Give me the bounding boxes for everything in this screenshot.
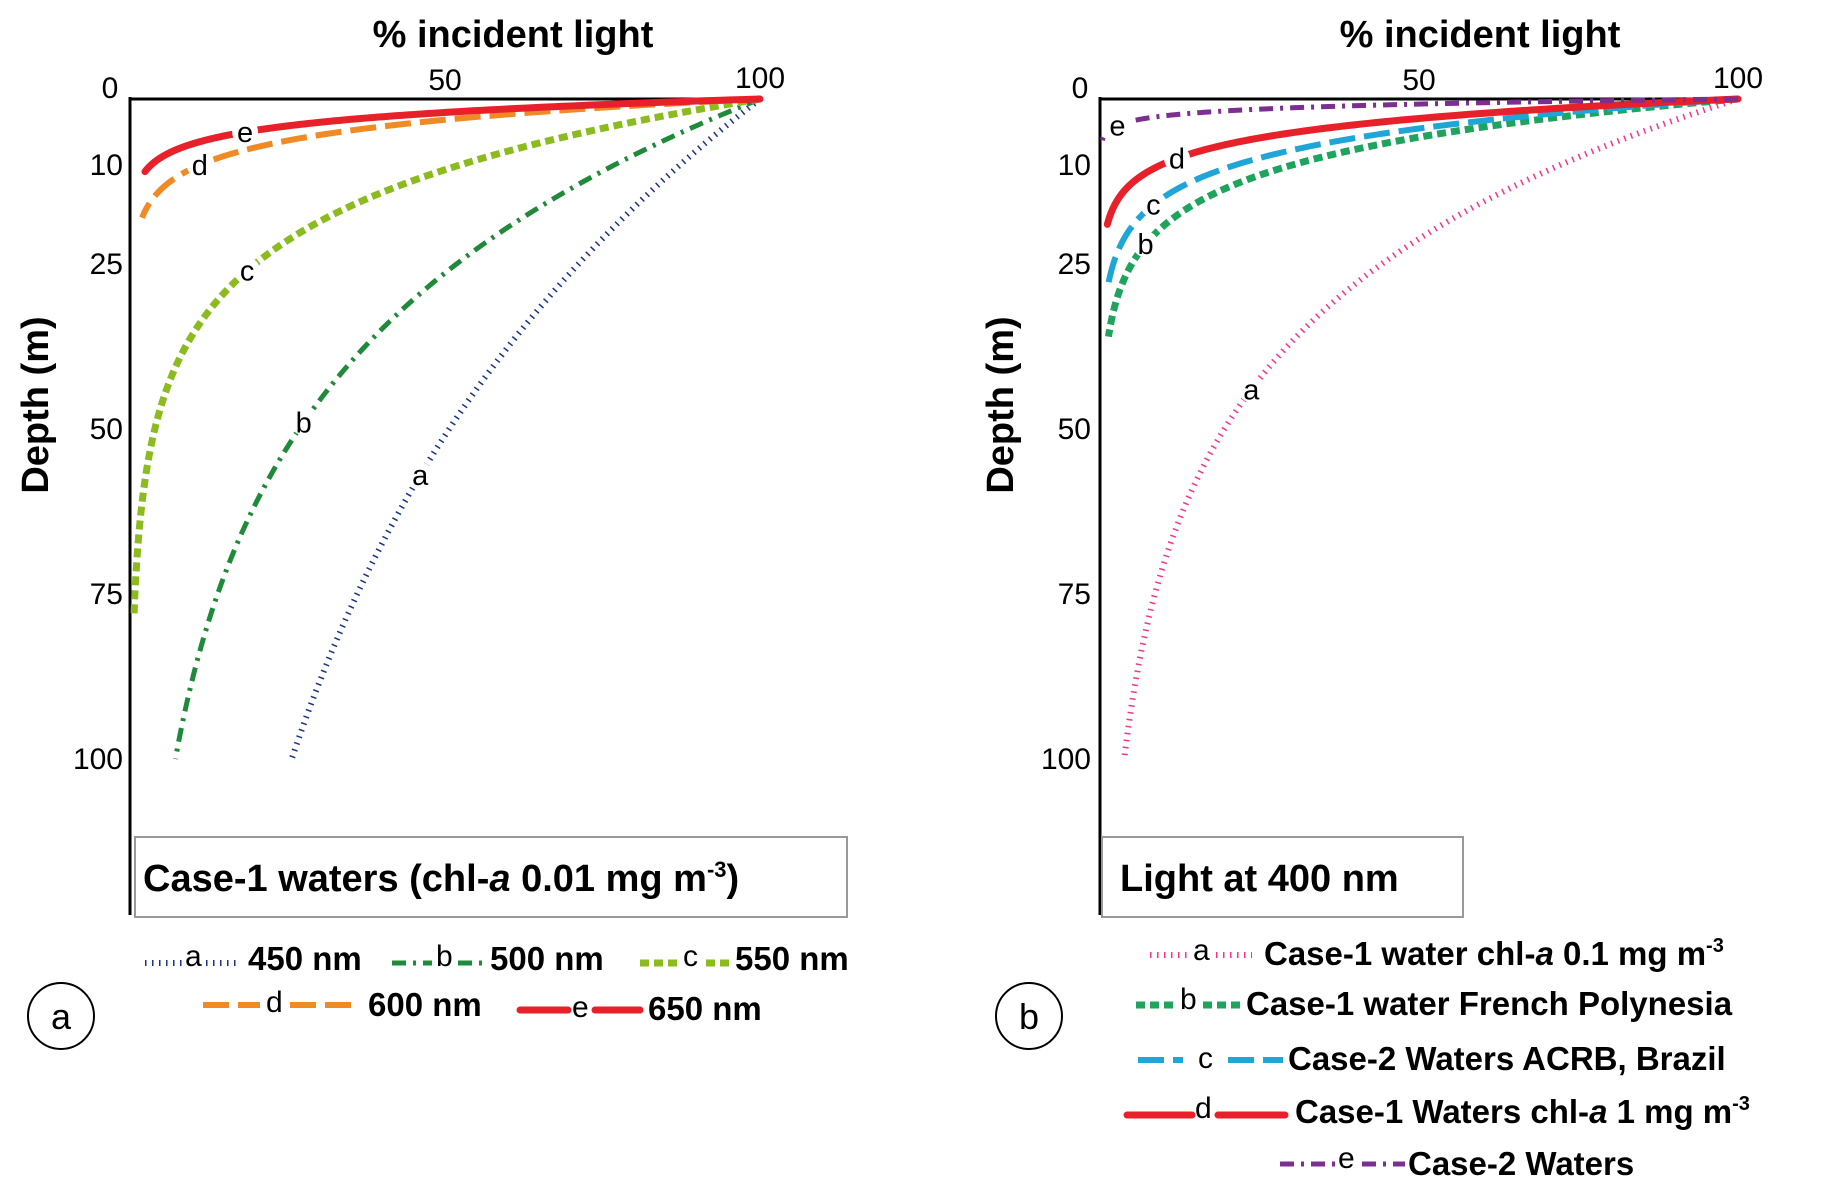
panel-a-y-tick-75: 75 [90,578,123,611]
panel-b-curve-e-label: e [1109,110,1125,142]
panel-a-curve-b-label-bg [290,409,317,436]
panel-b-x-axis-title: % incident light [1340,14,1621,56]
legend-b-item-e-label: Case-2 Waters [1408,1145,1634,1182]
legend-b-item-e-letter: e [1338,1142,1355,1175]
legend-a-item-e-letter: e [572,991,589,1024]
panel-b-letter-circle [995,982,1063,1050]
legend-a-item-d-letter: d [266,986,283,1019]
legend-b-item-d: d Case-1 Waters chl-a 1 mg m-3 [1123,1092,1750,1130]
panel-b-y-tick-100: 100 [1041,743,1091,776]
panel-a-label-text: Case-1 waters (chl-a 0.01 mg m-3) [143,857,739,900]
panel-a-curve-b-label: b [296,407,312,439]
legend-a-item-a: a 450 nm [145,940,362,977]
panel-b-curve-b-label: b [1137,229,1153,261]
legend-b-item-c: c Case-2 Waters ACRB, Brazil [1138,1040,1726,1077]
legend-a-item-c: c 550 nm [640,940,849,977]
panel-b-x-tick-0: 0 [1072,72,1089,105]
panel-b-curve-b [1105,95,1739,338]
legend-a-item-a-label: 450 nm [248,940,362,977]
panel-b-y-tick-25: 25 [1058,248,1091,281]
panel-a-curve-c [130,95,761,614]
panel-a-label-box [134,836,848,918]
panel-b-x-tick-50: 50 [1402,64,1435,97]
legend-b-item-e: e Case-2 Waters [1280,1142,1634,1182]
panel-a-x-tick-100: 100 [735,62,785,95]
panel-a-legend: a 450 nm b 500 nm c 550 nm d 600 nm [145,940,849,1027]
panel-b-label-text: Light at 400 nm [1120,858,1399,900]
panel-a-x-tick-0: 0 [102,72,119,105]
panel-b-curve-a-label: a [1243,374,1260,406]
panel-b-label-box [1101,836,1464,918]
legend-a-item-b-letter: b [436,940,453,973]
panel-a-curve-a-label: a [412,460,429,492]
panel-b-y-tick-75: 75 [1058,578,1091,611]
panel-b-curve-c [1105,96,1739,285]
panel-a-curve-e-label-bg [232,119,259,145]
panel-a-y-axis-title: Depth (m) [15,316,57,493]
legend-a-item-e-label: 650 nm [648,990,762,1027]
panel-b-letter: b [1019,996,1039,1037]
panel-a-x-tick-50: 50 [428,64,461,97]
panel-b-curve-a-label-bg [1238,376,1265,403]
legend-a-item-e: e 650 nm [516,990,762,1027]
panel-b-curve-d-label-bg [1163,145,1190,172]
panel-a-curve-d-label-bg [186,152,213,178]
legend-b-item-b-letter: b [1180,983,1197,1016]
panel-a-curve-d-label: d [192,150,208,182]
legend-b-item-c-letter: c [1198,1042,1213,1075]
panel-a-chart: % incident light Depth (m) 0 50 100 10 2… [15,14,849,1050]
panel-a-curve-e [141,95,764,176]
panel-b-curves: a bcd e [1098,95,1742,760]
panel-a-y-tick-25: 25 [90,248,123,281]
panel-a-letter-circle [27,982,95,1050]
panel-b-curve-b-label-bg [1132,231,1159,258]
legend-a-item-d: d 600 nm [203,986,482,1023]
panel-a-curve-b [172,96,761,760]
legend-b-item-a-letter: a [1193,934,1210,967]
panel-b-curve-c-label-bg [1140,191,1167,218]
legend-a-item-c-label: 550 nm [735,940,849,977]
panel-b-chart: % incident light Depth (m) 0 50 100 10 2… [980,14,1763,1182]
legend-b-item-c-label: Case-2 Waters ACRB, Brazil [1288,1040,1726,1077]
legend-a-item-c-letter: c [683,940,698,973]
legend-b-item-d-label: Case-1 Waters chl-a 1 mg m-3 [1295,1093,1750,1130]
panel-b-curve-c-label: c [1146,190,1161,222]
legend-b-item-a: a Case-1 water chl-a 0.1 mg m-3 [1150,934,1724,972]
panel-b-curve-a [1121,96,1739,760]
panel-b-y-tick-50: 50 [1058,413,1091,446]
legend-a-item-a-letter: a [185,940,202,973]
panel-a-y-tick-100: 100 [73,743,123,776]
legend-a-item-b-label: 500 nm [490,940,604,977]
panel-a-curve-e-label: e [237,117,253,149]
panel-b-curve-d-label: d [1169,143,1185,175]
panel-a-curves: a b c de [130,95,764,760]
panel-b-y-axis-title: Depth (m) [980,316,1022,493]
panel-a-y-tick-50: 50 [90,413,123,446]
panel-a-y-tick-10: 10 [90,149,123,182]
panel-a-curve-a-label-bg [407,462,434,489]
panel-b-curve-d [1103,95,1742,228]
panel-a-curve-d [139,96,761,219]
panel-b-curve-e-label-bg [1104,112,1131,139]
panel-a-curve-c-label-bg [234,257,261,284]
legend-a-item-b: b 500 nm [392,940,604,977]
legend-a-item-d-label: 600 nm [368,986,482,1023]
panel-b-legend: a Case-1 water chl-a 0.1 mg m-3 b Case-1… [1123,934,1750,1182]
panel-a-curve-c-label: c [240,256,255,288]
panel-a-letter: a [51,996,72,1037]
legend-b-item-b: b Case-1 water French Polynesia [1136,983,1733,1022]
panel-a-curve-a [288,96,762,760]
panel-b-x-tick-100: 100 [1713,62,1763,95]
legend-b-item-b-label: Case-1 water French Polynesia [1246,985,1733,1022]
legend-b-item-d-letter: d [1195,1092,1212,1125]
panel-a-x-axis-title: % incident light [373,14,654,56]
panel-b-y-tick-10: 10 [1058,149,1091,182]
legend-b-item-a-label: Case-1 water chl-a 0.1 mg m-3 [1264,935,1724,972]
